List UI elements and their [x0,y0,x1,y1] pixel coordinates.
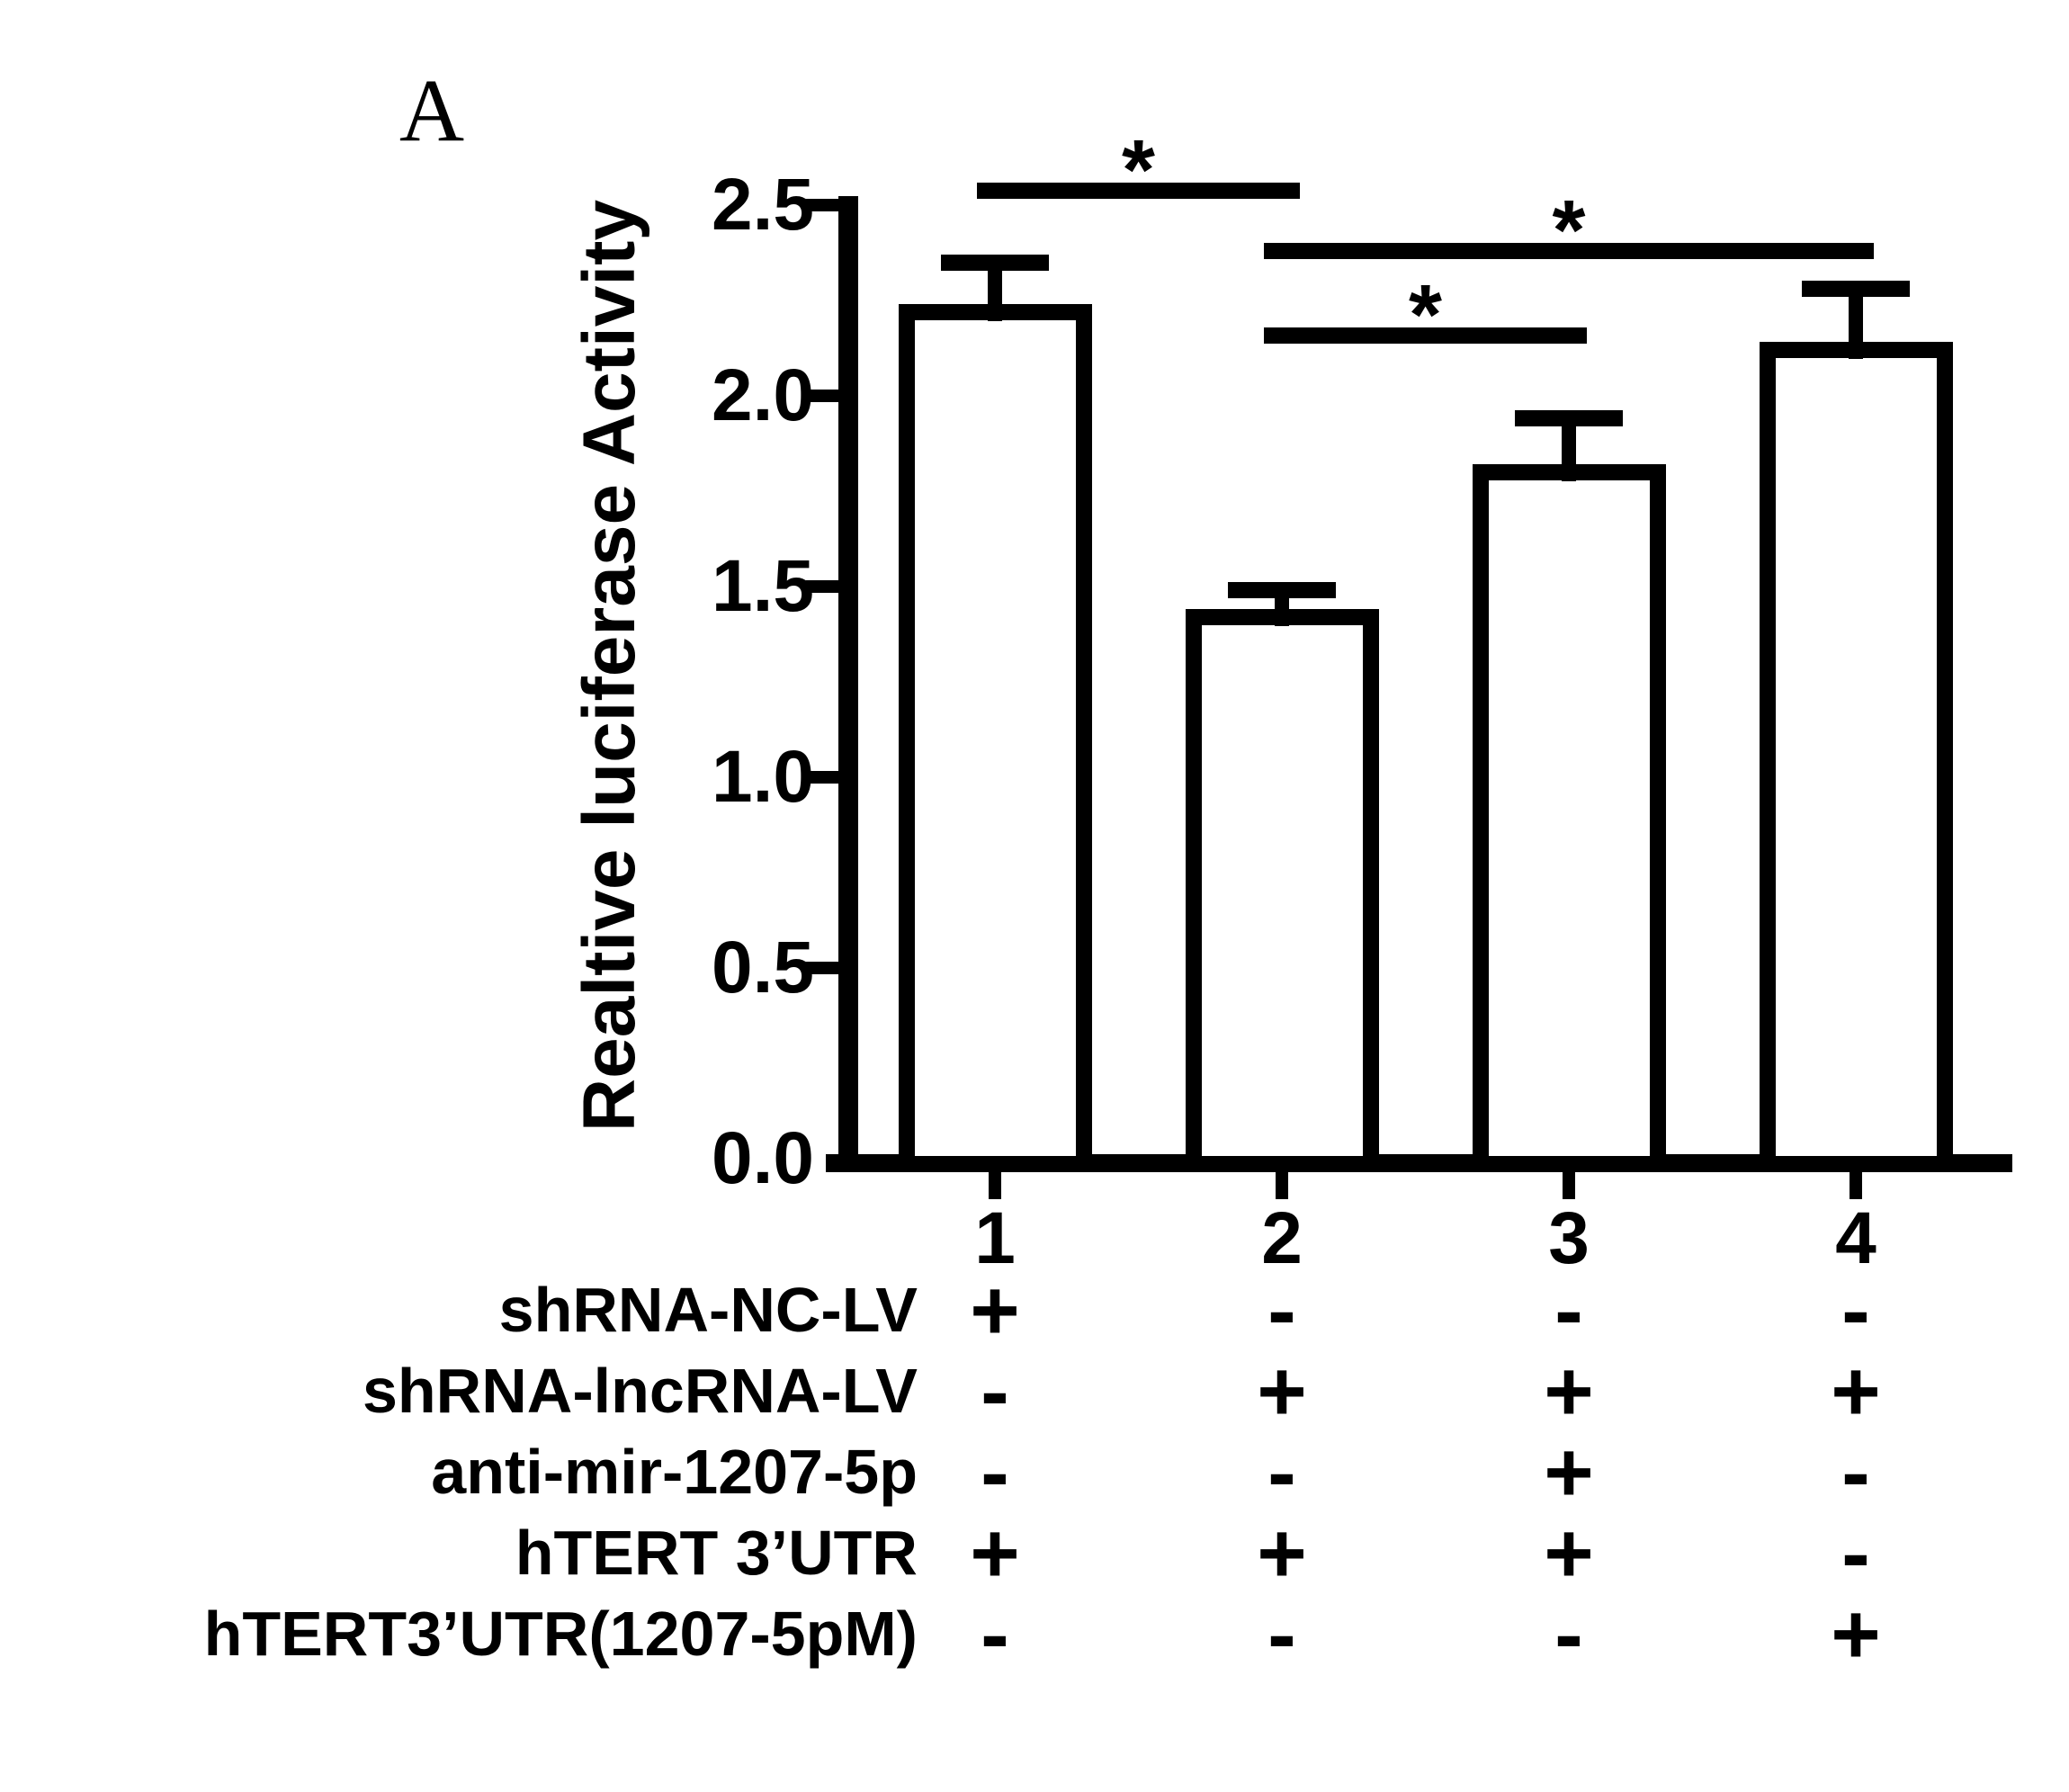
matrix-sign-r5c4: + [1831,1587,1881,1682]
matrix-sign-r4c2: + [1257,1506,1307,1601]
y-tick-label-1.5: 1.5 [712,545,814,627]
error-cap-4 [1802,281,1910,298]
x-tick-mark-3 [1563,1172,1575,1199]
x-tick-label-3: 3 [1548,1197,1590,1279]
matrix-sign-r3c2: - [1267,1425,1296,1520]
matrix-sign-r4c1: + [970,1506,1020,1601]
matrix-sign-r3c4: - [1841,1425,1870,1520]
matrix-sign-r3c1: - [981,1425,1009,1520]
matrix-row-label-1: shRNA-NC-LV [498,1275,918,1345]
y-axis-spine [838,196,858,1172]
matrix-row-label-3: anti-mir-1207-5p [431,1437,918,1507]
y-tick-mark-2.5 [806,199,840,211]
y-tick-label-0.5: 0.5 [712,927,814,1008]
x-tick-mark-4 [1850,1172,1862,1199]
sig-bracket-2-3 [1264,327,1587,344]
matrix-sign-r1c3: - [1554,1263,1583,1358]
x-tick-mark-1 [989,1172,1001,1199]
matrix-sign-r4c3: + [1544,1506,1594,1601]
x-axis-line [826,1154,2012,1172]
matrix-sign-r5c2: - [1267,1587,1296,1682]
error-whisker-3 [1562,418,1576,481]
matrix-sign-r1c1: + [970,1263,1020,1358]
matrix-sign-r3c3: + [1544,1425,1594,1520]
error-cap-1 [941,254,1049,271]
x-tick-label-4: 4 [1835,1197,1876,1279]
error-whisker-4 [1849,289,1863,360]
y-tick-label-1.0: 1.0 [712,736,814,818]
error-cap-2 [1228,582,1336,599]
matrix-sign-r5c1: - [981,1587,1009,1682]
y-tick-label-2.5: 2.5 [712,164,814,246]
bar-3 [1472,463,1666,1172]
bar-1 [898,303,1092,1172]
bar-4 [1759,342,1953,1172]
matrix-row-label-2: shRNA-lncRNA-LV [362,1356,918,1426]
matrix-sign-r2c1: - [981,1344,1009,1439]
matrix-sign-r2c4: + [1831,1344,1881,1439]
matrix-row-label-4: hTERT 3’UTR [515,1518,918,1588]
y-axis-title: Realtive luciferase Activity [569,199,650,1133]
sig-bracket-2-4 [1264,243,1874,260]
sig-star-2-3: * [1409,266,1442,363]
error-whisker-2 [1275,590,1289,626]
y-tick-mark-1.0 [806,771,840,784]
matrix-sign-r2c2: + [1257,1344,1307,1439]
error-cap-3 [1515,410,1623,427]
bar-2 [1185,608,1379,1172]
panel-label: A [399,60,465,160]
matrix-sign-r5c3: - [1554,1587,1583,1682]
x-tick-label-2: 2 [1261,1197,1303,1279]
x-tick-mark-2 [1276,1172,1288,1199]
matrix-sign-r1c2: - [1267,1263,1296,1358]
y-tick-mark-1.5 [806,580,840,593]
error-whisker-1 [988,262,1002,321]
matrix-sign-r2c3: + [1544,1344,1594,1439]
y-tick-label-2.0: 2.0 [712,354,814,436]
matrix-sign-r4c4: - [1841,1506,1870,1601]
y-tick-mark-0.5 [806,962,840,974]
sig-star-2-4: * [1552,183,1586,279]
matrix-row-label-5: hTERT3’UTR(1207-5pM) [203,1599,918,1669]
x-tick-label-1: 1 [974,1197,1016,1279]
sig-star-1-2: * [1122,121,1155,218]
sig-bracket-1-2 [977,182,1300,199]
y-tick-label-0.0: 0.0 [712,1117,814,1199]
y-tick-mark-2.0 [806,390,840,402]
matrix-sign-r1c4: - [1841,1263,1870,1358]
